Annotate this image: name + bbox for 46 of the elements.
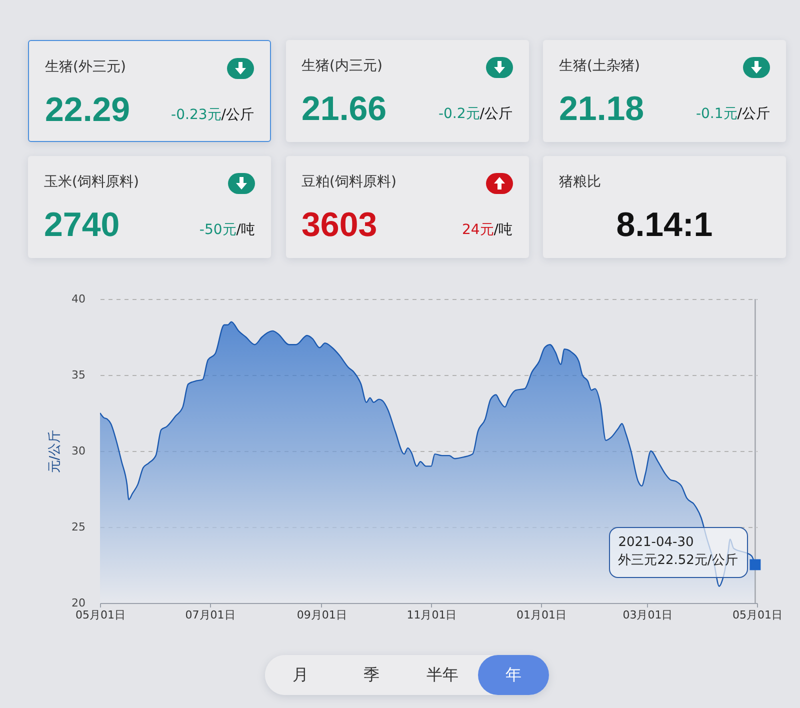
y-axis-title: 元/公斤 xyxy=(48,430,63,474)
data-label: 3603 xyxy=(302,206,378,244)
text: :1 xyxy=(682,206,713,244)
category-label: 月 xyxy=(265,655,336,695)
text: 元 xyxy=(480,222,494,238)
annotation: 2021-04-30 外三元22.52元/公斤 xyxy=(609,526,748,578)
category-label: 猪粮比 xyxy=(559,173,601,191)
category-label: 半年 xyxy=(407,655,478,695)
data-label: 21.18 xyxy=(559,90,644,128)
data-label: 21.66 xyxy=(302,90,387,128)
data-label: 22.29 xyxy=(45,91,130,129)
x-tick-label: 05月01日 xyxy=(732,608,782,622)
category-label: 生猪(内三元) xyxy=(302,57,382,75)
y-tick-label: 30 xyxy=(72,444,86,458)
x-tick-label: 01月01日 xyxy=(516,608,566,622)
text: 元 xyxy=(222,222,236,238)
x-tick-label: 03月01日 xyxy=(622,608,673,622)
category-label: 生猪(外三元) xyxy=(45,58,126,76)
y-tick-label: 20 xyxy=(72,596,86,610)
data-label: 8.14 xyxy=(616,206,682,244)
category-label: 生猪(土杂猪) xyxy=(559,57,640,75)
text: /公斤 xyxy=(480,106,512,122)
y-tick-label: 25 xyxy=(72,520,86,534)
category-label: 年 xyxy=(478,655,549,695)
x-tick-label: 05月01日 xyxy=(76,608,126,622)
category-label: 季 xyxy=(336,655,407,695)
y-tick-label: 40 xyxy=(72,292,86,306)
data-label: 24 xyxy=(462,222,480,238)
category-label: 玉米(饲料原料) xyxy=(44,173,139,191)
text: /公斤 xyxy=(221,107,254,123)
x-tick-label: 07月01日 xyxy=(185,608,236,622)
text: /公斤 xyxy=(737,106,770,122)
text: 元 xyxy=(723,106,738,122)
data-label: 2740 xyxy=(44,206,120,244)
data-label: -0.1 xyxy=(696,106,724,122)
data-label: -0.2 xyxy=(438,106,466,122)
y-tick-label: 35 xyxy=(72,368,86,382)
text: 元 xyxy=(207,107,222,123)
category-label: 豆粕(饲料原料) xyxy=(302,173,396,191)
text: 元 xyxy=(466,106,480,122)
data-label: -0.23 xyxy=(171,107,208,123)
text: /吨 xyxy=(236,222,255,238)
x-tick-label: 11月01日 xyxy=(406,608,457,622)
text: /吨 xyxy=(494,222,512,238)
data-label: -50 xyxy=(199,222,222,238)
x-tick-label: 09月01日 xyxy=(296,608,347,622)
